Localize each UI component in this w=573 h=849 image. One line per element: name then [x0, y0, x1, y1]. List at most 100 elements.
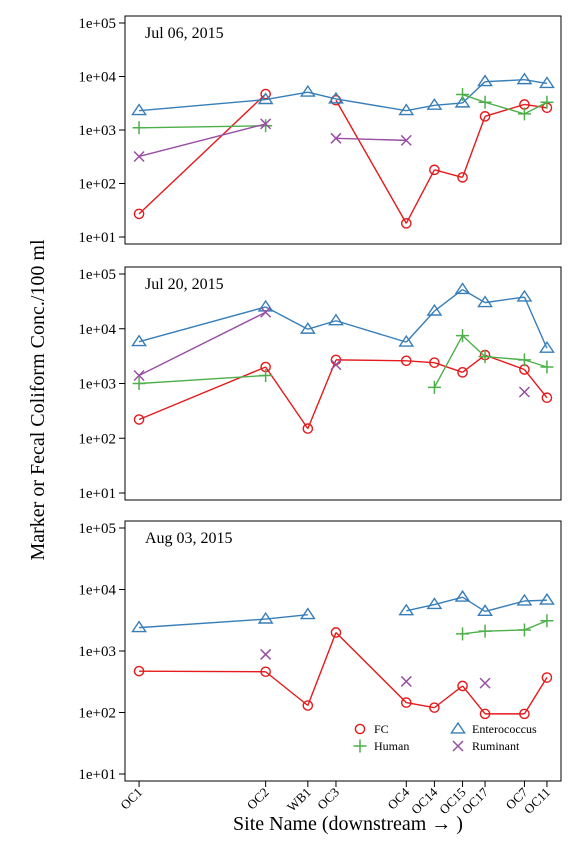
- data-point: [540, 360, 554, 374]
- data-point: [260, 648, 272, 660]
- data-point: [400, 134, 412, 146]
- legend-label: Human: [374, 739, 409, 753]
- data-point: [259, 119, 273, 133]
- data-point: [302, 700, 314, 711]
- series-line: [335, 359, 407, 362]
- data-point: [354, 723, 366, 735]
- panel-title: Aug 03, 2015: [145, 530, 233, 547]
- data-point: [426, 303, 443, 316]
- x-tick-label: OC3: [314, 785, 342, 813]
- data-point: [540, 614, 554, 628]
- series-line: [139, 670, 266, 673]
- y-tick-label: 1e+03: [78, 123, 116, 139]
- data-point: [479, 708, 491, 720]
- data-point: [479, 677, 491, 689]
- series-line: [138, 366, 266, 421]
- data-point: [541, 672, 553, 683]
- y-tick-label: 1e+05: [78, 16, 116, 32]
- x-tick-label: OC1: [117, 785, 145, 813]
- data-point: [133, 150, 145, 163]
- y-tick-label: 1e+01: [78, 230, 116, 246]
- data-point: [260, 88, 271, 100]
- series-line: [523, 296, 548, 349]
- legend-label: Enterococcus: [472, 722, 537, 736]
- data-point: [456, 627, 470, 641]
- data-point: [454, 282, 471, 295]
- series-line: [139, 125, 266, 129]
- series-line: [462, 685, 486, 715]
- data-point: [541, 392, 553, 404]
- panel-1: 1e+01 1e+02 1e+03 1e+04 1e+05 Jul 06, 2015: [78, 15, 562, 246]
- series-line: [485, 79, 525, 83]
- data-point: [429, 164, 440, 176]
- data-point: [456, 329, 470, 343]
- series-fc: [133, 349, 553, 434]
- series-line: [484, 101, 525, 115]
- data-point: [328, 91, 344, 104]
- y-tick-label: 1e+05: [78, 521, 116, 537]
- data-point: [452, 740, 464, 752]
- series-line: [335, 99, 407, 224]
- x-tick-label: OC11: [521, 785, 553, 817]
- y-tick-label: 1e+04: [78, 70, 116, 86]
- data-point: [400, 218, 412, 229]
- data-point: [539, 592, 555, 605]
- data-point: [133, 414, 145, 425]
- series-human: [132, 88, 554, 135]
- data-point: [398, 603, 415, 616]
- data-point: [330, 359, 342, 371]
- series-line: [139, 374, 266, 385]
- data-point: [133, 369, 145, 382]
- data-point: [257, 611, 274, 624]
- legend-label: FC: [374, 722, 389, 736]
- panel-2: 1e+01 1e+02 1e+03 1e+04 1e+05 Jul 20, 2015: [78, 266, 562, 502]
- series-line: [265, 366, 309, 430]
- data-point: [302, 423, 314, 434]
- y-tick-label: 1e+03: [78, 377, 116, 393]
- series-line: [484, 600, 525, 613]
- panel-frame: [124, 15, 562, 245]
- data-point: [132, 377, 146, 390]
- series-human: [456, 614, 554, 641]
- legend-entry-ruminant: Ruminant: [452, 739, 520, 753]
- data-point: [427, 380, 441, 394]
- data-point: [450, 721, 466, 734]
- data-point: [260, 118, 272, 130]
- series-ruminant: [260, 648, 491, 689]
- series-ruminant: [133, 306, 530, 398]
- series-line: [484, 103, 525, 118]
- data-point: [457, 680, 468, 692]
- series-line: [307, 632, 337, 706]
- y-tick-label: 1e+02: [78, 706, 116, 722]
- data-point: [132, 121, 146, 135]
- series-line: [433, 335, 464, 388]
- data-point: [478, 624, 492, 638]
- series-line: [462, 93, 486, 103]
- series-line: [405, 310, 435, 343]
- data-point: [259, 368, 273, 382]
- series-line: [524, 101, 548, 115]
- data-point: [516, 593, 533, 606]
- series-line: [484, 355, 525, 361]
- data-point: [260, 306, 272, 318]
- data-point: [257, 92, 274, 105]
- data-point: [398, 334, 415, 347]
- data-point: [131, 334, 147, 347]
- data-point: [429, 702, 440, 713]
- series-line: [138, 123, 266, 158]
- legend-entry-enterococcus: Enterococcus: [450, 721, 537, 736]
- series-enterococcus: [131, 72, 555, 116]
- series-line: [139, 618, 266, 629]
- series-line: [524, 103, 548, 109]
- series-enterococcus: [131, 282, 555, 353]
- y-axis-label: Marker or Fecal Coliform Conc./100 ml: [27, 239, 49, 560]
- data-point: [353, 739, 367, 753]
- legend-label: Ruminant: [472, 739, 520, 753]
- series-fc: [133, 88, 553, 229]
- series-line: [139, 98, 266, 112]
- data-point: [426, 597, 443, 610]
- data-point: [519, 708, 530, 720]
- data-point: [398, 103, 415, 116]
- panel-3: 1e+01 1e+02 1e+03 1e+04 1e+05 Aug 03, 2015: [78, 520, 562, 783]
- series-line: [524, 359, 548, 368]
